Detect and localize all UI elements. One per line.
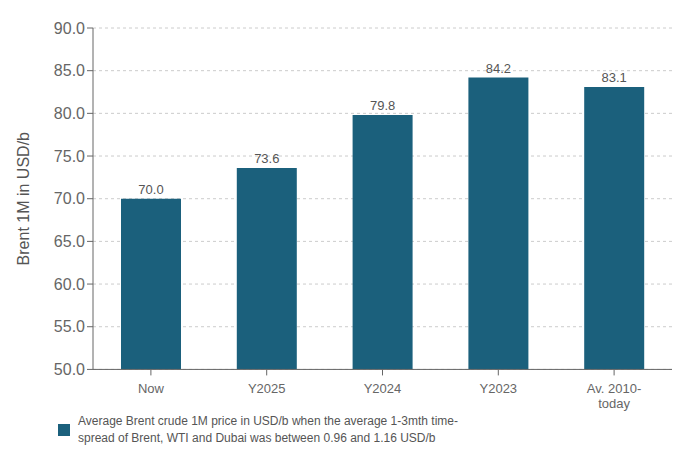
svg-text:Y2023: Y2023 — [480, 381, 518, 396]
svg-text:Av. 2010-today: Av. 2010-today — [587, 381, 641, 412]
svg-text:83.1: 83.1 — [602, 70, 627, 85]
svg-text:70.0: 70.0 — [138, 182, 163, 197]
svg-text:55.0: 55.0 — [54, 318, 85, 335]
svg-text:73.6: 73.6 — [254, 151, 279, 166]
svg-text:Now: Now — [138, 381, 165, 396]
svg-text:Y2024: Y2024 — [364, 381, 402, 396]
svg-text:65.0: 65.0 — [54, 233, 85, 250]
svg-text:79.8: 79.8 — [370, 98, 395, 113]
html-text:spread of Brent, WTI and Dubai: spread of Brent, WTI and Dubai was betwe… — [78, 431, 436, 446]
svg-text:Y2025: Y2025 — [248, 381, 286, 396]
svg-text:85.0: 85.0 — [54, 62, 85, 79]
svg-text:80.0: 80.0 — [54, 105, 85, 122]
html-text:Average Brent crude 1M price i: Average Brent crude 1M price in USD/b wh… — [78, 414, 458, 429]
svg-text:75.0: 75.0 — [54, 148, 85, 165]
svg-text:84.2: 84.2 — [486, 61, 511, 76]
svg-text:60.0: 60.0 — [54, 276, 85, 293]
svg-text:70.0: 70.0 — [54, 190, 85, 207]
svg-text:50.0: 50.0 — [54, 361, 85, 378]
svg-text:90.0: 90.0 — [54, 20, 85, 37]
svg-text:Brent 1M in USD/b: Brent 1M in USD/b — [15, 132, 32, 265]
